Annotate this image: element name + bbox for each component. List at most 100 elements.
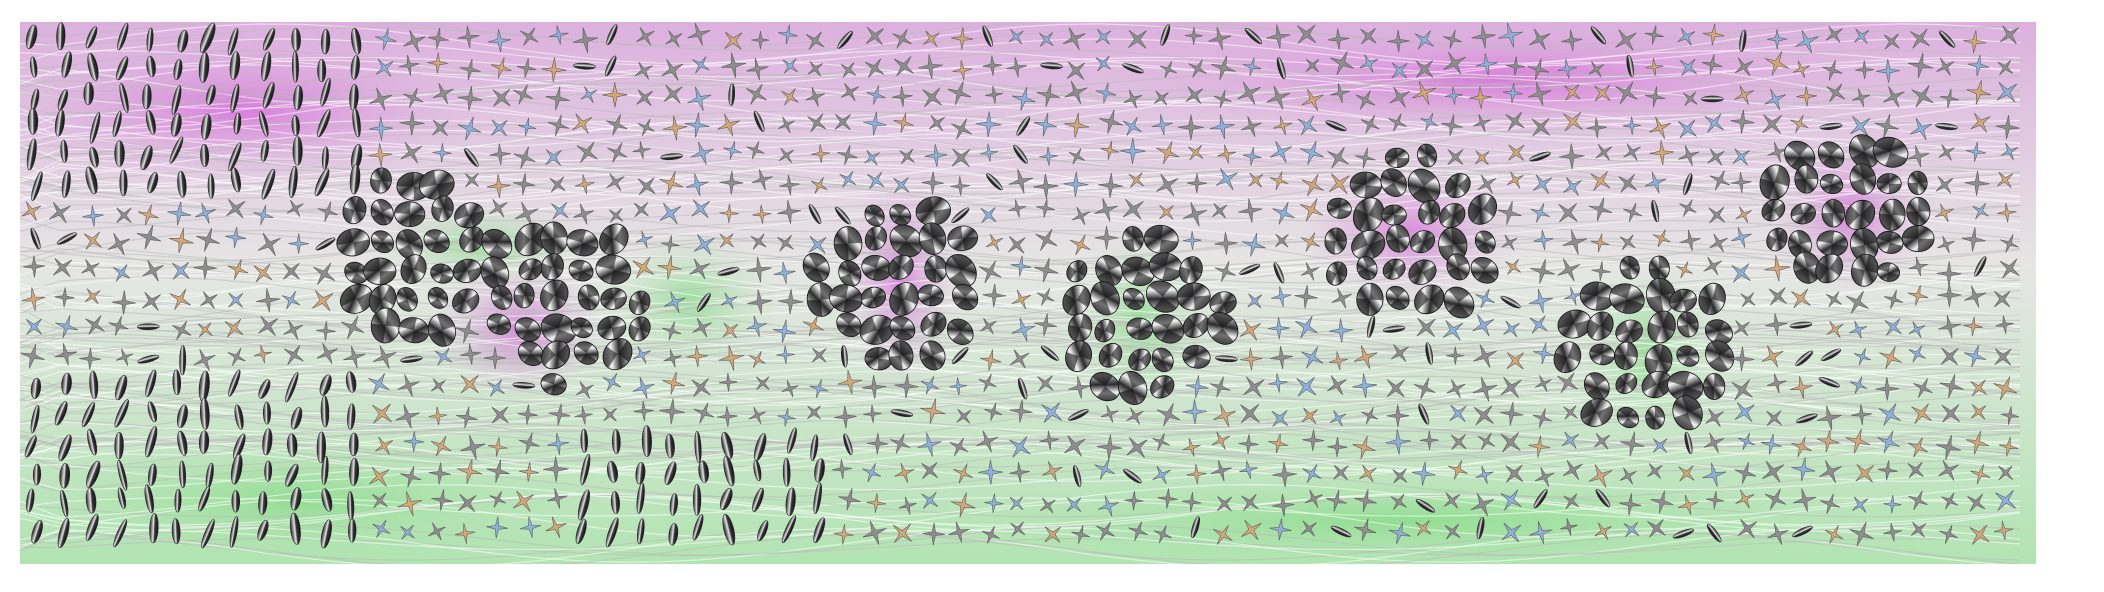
star-glyph bbox=[1911, 85, 1934, 108]
star-glyph bbox=[1619, 431, 1645, 457]
star-glyph bbox=[722, 322, 739, 339]
star-glyph bbox=[1883, 495, 1902, 514]
star-glyph bbox=[1704, 113, 1724, 133]
ellipsoid-glyph bbox=[757, 520, 769, 542]
disc-glyph bbox=[430, 263, 454, 284]
star-glyph bbox=[1791, 436, 1812, 458]
star-glyph bbox=[1908, 345, 1926, 363]
disc-glyph bbox=[599, 223, 629, 256]
ellipsoid-glyph bbox=[692, 514, 704, 541]
disc-glyph bbox=[946, 318, 974, 345]
star-glyph bbox=[1907, 437, 1929, 458]
star-glyph bbox=[602, 372, 622, 392]
ellipsoid-glyph bbox=[1821, 348, 1842, 362]
star-glyph bbox=[227, 259, 249, 280]
star-glyph bbox=[489, 491, 507, 508]
star-glyph bbox=[54, 287, 75, 308]
star-glyph bbox=[1239, 319, 1261, 341]
star-glyph bbox=[1792, 488, 1817, 512]
star-glyph bbox=[951, 27, 974, 50]
star-glyph bbox=[1472, 314, 1495, 337]
star-glyph bbox=[1649, 140, 1675, 166]
disc-glyph bbox=[1553, 341, 1582, 374]
star-glyph bbox=[1361, 407, 1379, 425]
ellipsoid-glyph bbox=[258, 379, 271, 399]
disc-glyph bbox=[1698, 282, 1726, 315]
disc-glyph bbox=[1844, 199, 1876, 231]
star-glyph bbox=[1450, 433, 1467, 450]
star-glyph bbox=[1238, 433, 1259, 455]
disc-glyph bbox=[1793, 251, 1821, 284]
disc-glyph bbox=[1151, 314, 1185, 344]
star-glyph bbox=[1044, 526, 1061, 543]
star-glyph bbox=[1475, 288, 1495, 309]
ellipsoid-glyph bbox=[227, 27, 239, 56]
star-glyph bbox=[1300, 232, 1321, 252]
star-glyph bbox=[1527, 58, 1550, 81]
ellipsoid-glyph bbox=[635, 462, 646, 485]
ellipsoid-glyph bbox=[233, 112, 242, 135]
star-glyph bbox=[2000, 406, 2020, 425]
star-glyph bbox=[1300, 198, 1324, 222]
ellipsoid-glyph bbox=[1796, 413, 1818, 424]
star-glyph bbox=[1644, 171, 1667, 194]
star-glyph bbox=[776, 345, 795, 365]
ellipsoid-glyph bbox=[317, 59, 327, 83]
star-glyph bbox=[1875, 376, 1899, 401]
ellipsoid-glyph bbox=[951, 207, 970, 224]
disc-glyph bbox=[1648, 255, 1670, 281]
star-glyph bbox=[85, 315, 105, 335]
star-glyph bbox=[947, 81, 972, 106]
ellipsoid-glyph bbox=[722, 513, 736, 546]
star-glyph bbox=[1528, 288, 1553, 314]
disc-glyph bbox=[1351, 230, 1386, 260]
star-glyph bbox=[1009, 496, 1024, 511]
star-glyph bbox=[1791, 288, 1811, 309]
disc-glyph bbox=[1090, 281, 1120, 316]
star-glyph bbox=[1941, 404, 1960, 423]
star-glyph bbox=[1972, 202, 1989, 220]
disc-glyph bbox=[1381, 204, 1407, 226]
star-glyph bbox=[745, 83, 767, 105]
star-glyph bbox=[194, 202, 216, 224]
star-glyph bbox=[1964, 170, 1990, 196]
star-glyph bbox=[1934, 203, 1954, 223]
ellipsoid-glyph bbox=[1974, 256, 1987, 277]
disc-glyph bbox=[1583, 372, 1610, 401]
star-glyph bbox=[225, 198, 246, 219]
star-glyph bbox=[1241, 232, 1266, 257]
disc-glyph bbox=[1794, 164, 1819, 194]
star-glyph bbox=[1908, 490, 1928, 511]
star-glyph bbox=[632, 141, 651, 160]
star-glyph bbox=[513, 84, 534, 105]
star-glyph bbox=[917, 54, 943, 80]
star-glyph bbox=[1186, 464, 1207, 485]
star-glyph bbox=[1062, 27, 1086, 51]
ellipsoid-glyph bbox=[177, 430, 188, 456]
star-glyph bbox=[1064, 80, 1088, 105]
star-glyph bbox=[1619, 234, 1636, 251]
star-glyph bbox=[1182, 202, 1208, 227]
disc-glyph bbox=[344, 261, 369, 284]
star-glyph bbox=[253, 204, 274, 226]
star-glyph bbox=[1241, 493, 1259, 512]
ellipsoid-glyph bbox=[60, 489, 69, 518]
star-glyph bbox=[1216, 496, 1233, 512]
disc-glyph bbox=[1356, 282, 1384, 316]
star-glyph bbox=[430, 378, 446, 394]
star-glyph bbox=[1588, 197, 1613, 222]
star-glyph bbox=[1096, 521, 1115, 541]
star-glyph bbox=[1038, 146, 1058, 166]
star-glyph bbox=[1475, 465, 1494, 484]
star-glyph bbox=[82, 205, 104, 227]
star-glyph bbox=[1181, 492, 1202, 512]
star-glyph bbox=[1588, 464, 1613, 488]
disc-glyph bbox=[1151, 347, 1174, 373]
star-glyph bbox=[751, 169, 773, 191]
star-glyph bbox=[1761, 345, 1784, 368]
star-glyph bbox=[1647, 518, 1666, 538]
star-glyph bbox=[950, 118, 973, 140]
star-glyph bbox=[807, 405, 821, 420]
star-glyph bbox=[777, 288, 804, 315]
star-glyph bbox=[659, 398, 686, 425]
